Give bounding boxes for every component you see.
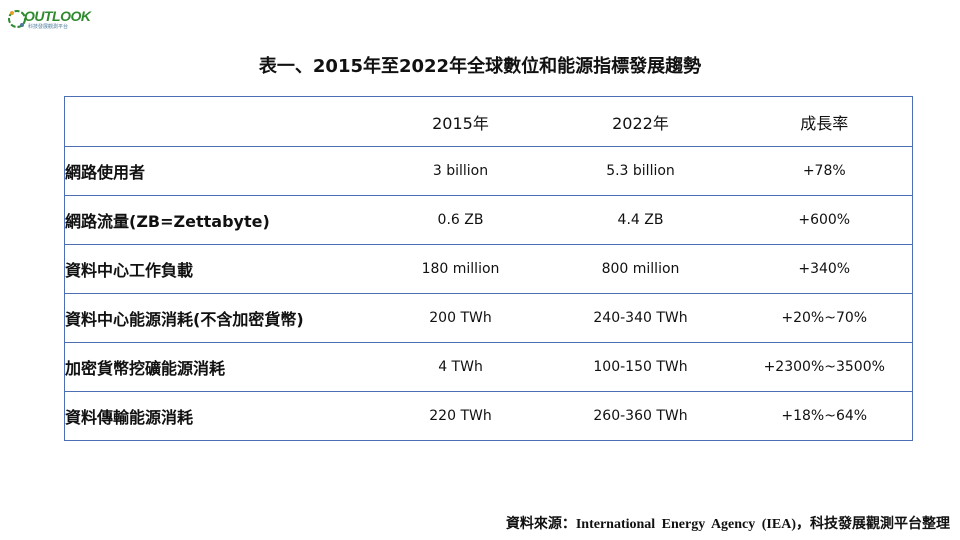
row-label: 資料中心能源消耗(不含加密貨幣) <box>64 293 377 343</box>
cell-2015: 200 TWh <box>376 293 545 343</box>
cell-growth: +2300%~3500% <box>736 342 913 392</box>
source-suffix: ，科技發展觀測平台整理 <box>796 516 950 532</box>
row-label: 資料中心工作負載 <box>64 244 377 294</box>
cell-growth: +78% <box>736 146 913 196</box>
cell-2022: 100-150 TWh <box>544 342 737 392</box>
cell-growth: +18%~64% <box>736 391 913 441</box>
cell-growth: +600% <box>736 195 913 245</box>
table-row: 資料中心能源消耗(不含加密貨幣) 200 TWh 240-340 TWh +20… <box>64 293 913 343</box>
row-label: 網路使用者 <box>64 146 377 196</box>
source-note: 資料來源：International Energy Agency (IEA)，科… <box>506 514 950 535</box>
cell-2022: 5.3 billion <box>544 146 737 196</box>
row-label: 加密貨幣挖礦能源消耗 <box>64 342 377 392</box>
trend-table: 2015年 2022年 成長率 網路使用者 3 billion 5.3 bill… <box>64 96 913 441</box>
cell-2015: 0.6 ZB <box>376 195 545 245</box>
cell-2015: 3 billion <box>376 146 545 196</box>
cell-growth: +340% <box>736 244 913 294</box>
row-label: 資料傳輸能源消耗 <box>64 391 377 441</box>
table-row: 資料中心工作負載 180 million 800 million +340% <box>64 244 913 294</box>
logo-wordmark: OUTLOOK <box>24 8 91 24</box>
table-row: 加密貨幣挖礦能源消耗 4 TWh 100-150 TWh +2300%~3500… <box>64 342 913 392</box>
outlook-logo: OUTLOOK 科技發展觀測平台 <box>6 6 91 34</box>
table-row: 網路流量(ZB=Zettabyte) 0.6 ZB 4.4 ZB +600% <box>64 195 913 245</box>
cell-2022: 240-340 TWh <box>544 293 737 343</box>
header-cell-2022: 2022年 <box>544 96 737 147</box>
cell-2022: 800 million <box>544 244 737 294</box>
cell-2022: 4.4 ZB <box>544 195 737 245</box>
table-row: 網路使用者 3 billion 5.3 billion +78% <box>64 146 913 196</box>
source-agency: International Energy Agency (IEA) <box>575 517 796 532</box>
cell-2022: 260-360 TWh <box>544 391 737 441</box>
leaf-circle-icon <box>8 10 26 28</box>
row-label: 網路流量(ZB=Zettabyte) <box>64 195 377 245</box>
cell-2015: 220 TWh <box>376 391 545 441</box>
cell-2015: 4 TWh <box>376 342 545 392</box>
table-header-row: 2015年 2022年 成長率 <box>64 96 913 147</box>
cell-2015: 180 million <box>376 244 545 294</box>
trend-table-container: 2015年 2022年 成長率 網路使用者 3 billion 5.3 bill… <box>64 96 913 441</box>
header-cell-growth: 成長率 <box>736 96 913 147</box>
source-prefix: 資料來源： <box>505 516 576 532</box>
logo-subtitle: 科技發展觀測平台 <box>28 24 69 30</box>
cell-growth: +20%~70% <box>736 293 913 343</box>
header-cell-2015: 2015年 <box>376 96 545 147</box>
table-row: 資料傳輸能源消耗 220 TWh 260-360 TWh +18%~64% <box>64 391 913 441</box>
table-title: 表一、2015年至2022年全球數位和能源指標發展趨勢 <box>258 56 702 77</box>
header-cell-label <box>64 96 377 147</box>
